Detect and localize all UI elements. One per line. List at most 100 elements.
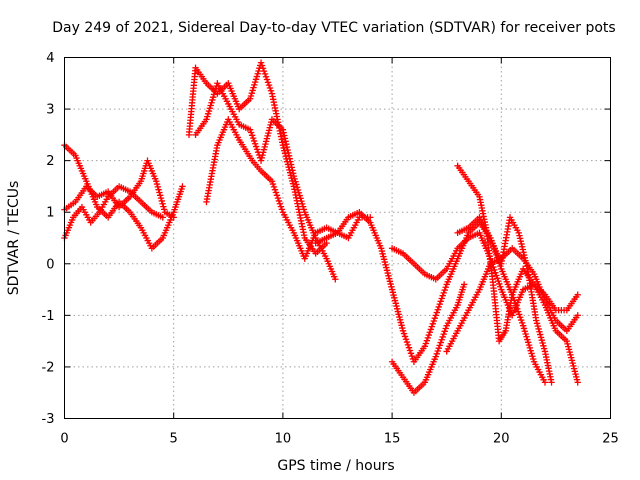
data-point [257,59,265,66]
data-point [288,164,295,171]
data-point [159,214,166,221]
data-point [434,306,441,313]
data-point [429,320,437,327]
data-point [289,167,296,174]
data-point [441,328,448,335]
y-tick-label: -1 [42,309,55,324]
y-tick-label: 4 [46,51,54,66]
data-point [440,330,447,338]
data-point [159,200,166,207]
data-point [428,323,436,330]
data-point [156,192,164,199]
data-point [401,333,409,340]
data-point [271,186,279,193]
y-tick-label: -3 [42,412,55,427]
data-point [280,129,287,136]
data-series [61,59,581,396]
y-tick-label: -2 [42,360,55,375]
data-point [426,329,434,336]
data-point [262,73,270,80]
data-point [403,338,411,346]
data-point [425,331,433,339]
data-point [266,84,274,92]
x-tick-label: 15 [384,432,401,447]
x-tick-label: 25 [602,432,619,447]
x-tick-labels: 0 5 10 15 20 25 [60,432,618,447]
data-point [533,320,541,327]
data-point [437,339,444,346]
data-point [259,65,267,72]
x-tick-label: 5 [170,432,178,447]
x-tick-label: 20 [493,432,510,447]
data-point [497,283,504,290]
data-point [284,146,291,154]
data-point [267,87,275,94]
data-point [246,126,254,133]
series-track-9 [388,281,468,396]
data-point [275,197,283,205]
data-point [431,314,438,322]
data-point [276,200,284,207]
data-point [261,70,269,78]
data-point [439,292,446,299]
data-point [439,333,446,341]
data-point [157,194,165,202]
tick-marks [64,57,611,419]
data-point [434,347,441,355]
data-point [258,62,266,69]
data-point [286,155,293,162]
series-track-3 [61,183,166,242]
data-point [263,76,271,83]
data-point [535,325,542,333]
data-point [538,337,546,344]
data-point [283,143,291,151]
data-point [281,132,288,139]
data-point [269,180,277,188]
data-point [541,379,549,386]
data-point [437,298,444,305]
data-point [441,286,448,294]
data-point [423,337,431,344]
data-point [249,134,257,142]
data-point [432,312,439,319]
data-point [539,339,546,347]
data-point [442,284,449,291]
series-track-1 [61,157,177,221]
data-point [277,203,285,210]
data-point [273,192,281,199]
data-point [436,300,443,308]
chart-title: Day 249 of 2021, Sidereal Day-to-day VTE… [52,20,615,36]
data-point [402,336,410,343]
x-axis-label: GPS time / hours [277,458,394,474]
data-point [574,379,581,386]
data-point [287,161,295,168]
data-point [160,206,168,213]
data-point [435,344,442,352]
data-point [493,272,500,279]
data-point [408,352,416,360]
data-point [494,275,501,282]
data-point [285,149,292,157]
data-point [540,342,547,350]
data-point [515,311,523,318]
data-point [495,277,502,285]
data-point [156,189,163,196]
data-point [270,183,278,191]
data-point [153,178,160,185]
data-point [536,328,543,335]
data-point [427,326,435,333]
series-track-10 [454,162,581,386]
data-point [251,140,259,147]
data-point [264,79,272,86]
data-point [442,325,449,332]
data-point [537,331,544,338]
data-point [279,126,287,133]
data-point [516,314,524,321]
x-tick-label: 0 [60,432,68,447]
data-point [540,345,548,352]
data-point [533,317,540,324]
y-tick-labels: -3 -2 -1 0 1 2 3 4 [42,51,55,427]
data-point [285,152,293,160]
data-point [278,206,286,213]
